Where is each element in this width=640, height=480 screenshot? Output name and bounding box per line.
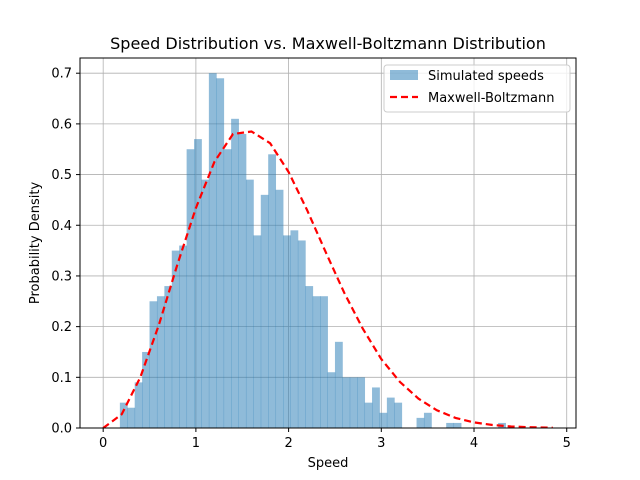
x-axis-ticks: 0 1 2 3 4 5 [99, 428, 571, 451]
histogram-bar [275, 189, 284, 428]
histogram-bar [312, 296, 321, 428]
histogram-bar [223, 149, 232, 428]
histogram-bar [364, 402, 373, 428]
histogram-bar [238, 134, 247, 428]
histogram-bar [149, 301, 158, 428]
legend-label-histogram: Simulated speeds [428, 69, 544, 84]
histogram-bar [253, 235, 262, 428]
histogram-bar [134, 382, 143, 428]
x-tick-label: 5 [563, 436, 571, 451]
plot-frame [79, 57, 577, 429]
histogram-bar [194, 139, 202, 428]
histogram-bar [446, 422, 455, 428]
y-tick-label: 0.0 [51, 422, 72, 437]
y-tick-label: 0.2 [51, 320, 72, 335]
histogram-bar [386, 397, 395, 428]
histogram-bar [179, 245, 188, 428]
y-tick-label: 0.4 [51, 219, 72, 234]
histogram-bar [127, 407, 136, 428]
histogram-bar [260, 194, 269, 428]
legend-box [383, 64, 571, 113]
histogram-bar [453, 422, 462, 428]
histogram-bar [327, 372, 336, 428]
x-tick-label: 1 [192, 436, 200, 451]
y-tick-label: 0.1 [51, 371, 72, 386]
histogram-bar [423, 412, 432, 428]
histogram-bar [283, 235, 291, 428]
x-tick-label: 3 [377, 436, 385, 451]
histogram-bar [201, 179, 210, 428]
histogram-bar [216, 78, 225, 428]
histogram-bar [119, 402, 128, 428]
x-axis-label: Speed [308, 456, 349, 471]
histogram-bar [349, 377, 358, 428]
x-tick-label: 2 [284, 436, 292, 451]
histogram-bar [156, 296, 165, 428]
maxwell-boltzmann-curve-layer [102, 130, 553, 428]
x-tick-label: 4 [470, 436, 478, 451]
y-tick-label: 0.7 [51, 67, 72, 82]
legend-swatch-histogram [390, 70, 418, 80]
histogram-bar [394, 402, 403, 428]
histogram-bar [334, 341, 343, 428]
histogram-bar [171, 250, 180, 428]
histogram-bar [268, 154, 277, 428]
y-tick-label: 0.6 [51, 117, 72, 132]
x-tick-label: 0 [99, 436, 107, 451]
histogram-bar [142, 351, 150, 428]
legend: Simulated speeds Maxwell-Boltzmann [383, 64, 571, 113]
histogram-bar [379, 412, 388, 428]
histogram-bar [297, 240, 306, 428]
histogram-bar [320, 296, 328, 428]
histogram-bar [416, 417, 425, 428]
histogram-bar [164, 286, 173, 428]
histogram-bar [231, 118, 239, 428]
histogram-bar [208, 73, 217, 428]
histogram-bar [372, 387, 380, 428]
chart-title: Speed Distribution vs. Maxwell-Boltzmann… [110, 34, 546, 53]
maxwell-boltzmann-curve [102, 130, 553, 428]
legend-label-curve: Maxwell-Boltzmann [428, 91, 554, 106]
y-tick-label: 0.3 [51, 269, 72, 284]
y-tick-label: 0.5 [51, 168, 72, 183]
histogram-bar [305, 286, 314, 428]
histogram-bars [119, 73, 506, 428]
histogram-bar [357, 377, 366, 428]
histogram-bar [342, 377, 351, 428]
y-axis-label: Probability Density [28, 182, 43, 305]
histogram-bar [245, 179, 254, 428]
histogram-bar [186, 149, 195, 428]
histogram-bar [290, 230, 299, 428]
y-axis-ticks: 0.0 0.1 0.2 0.3 0.4 0.5 0.6 0.7 [51, 67, 80, 437]
